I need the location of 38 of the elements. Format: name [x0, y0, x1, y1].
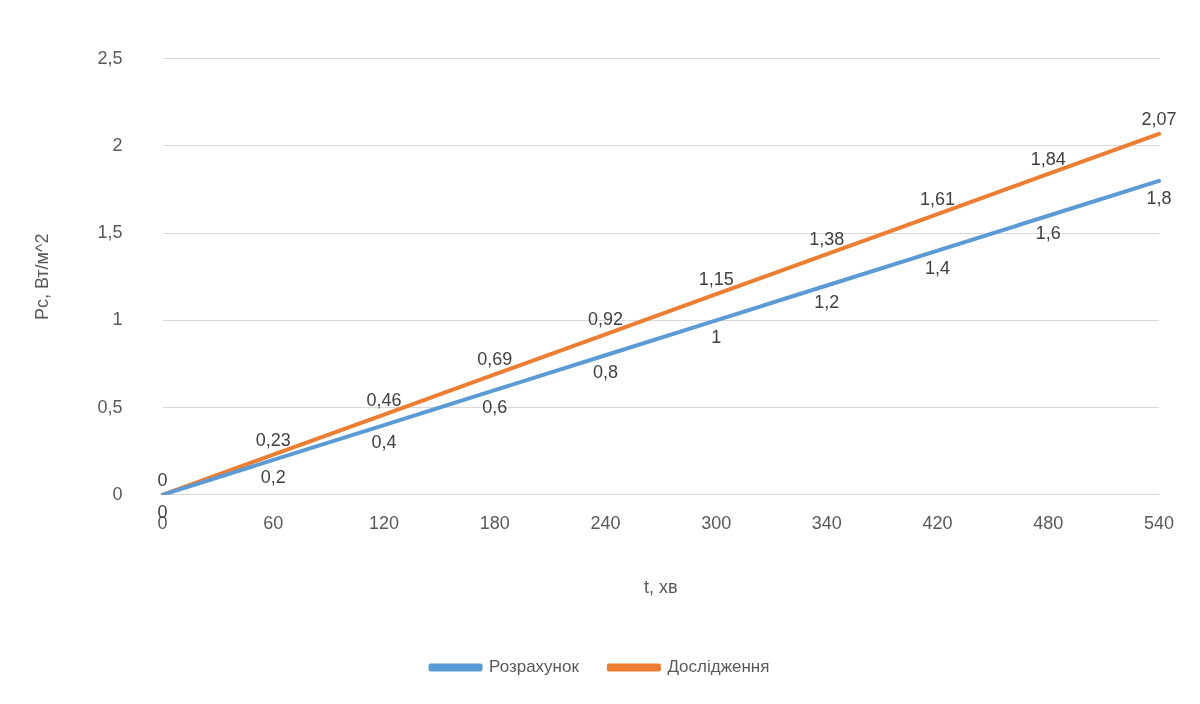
- x-tick-label: 180: [479, 512, 510, 533]
- x-tick-label: 540: [1143, 512, 1175, 533]
- data-label: 0,46: [366, 389, 402, 410]
- x-tick-label: 480: [1033, 512, 1064, 533]
- data-label: 1,38: [809, 229, 845, 250]
- data-label: 1,15: [698, 269, 734, 290]
- data-label: 0,92: [587, 309, 623, 330]
- y-axis-title: Pc, Вт/м^2: [31, 233, 52, 321]
- y-tick-label: 0: [112, 483, 123, 504]
- data-label: 1,8: [1146, 187, 1172, 208]
- data-label: 1,84: [1030, 148, 1066, 169]
- x-tick-label: 60: [263, 512, 284, 533]
- data-label: 0,23: [255, 429, 291, 450]
- y-tick-label: 2: [112, 134, 123, 155]
- data-label: 0,4: [371, 432, 397, 453]
- data-label: 2,07: [1141, 108, 1177, 129]
- data-label: 1: [711, 327, 722, 348]
- y-tick-label: 0,5: [97, 396, 123, 417]
- data-label: 0,8: [592, 362, 618, 383]
- data-label: 1,61: [920, 188, 956, 209]
- x-axis-title: t, хв: [644, 577, 678, 598]
- x-tick-label: 300: [701, 512, 732, 533]
- y-tick-label: 2,5: [97, 47, 123, 68]
- legend-label: Розрахунок: [489, 657, 580, 677]
- data-label: 1,4: [925, 257, 951, 278]
- data-label: 1,2: [814, 292, 840, 313]
- x-tick-label: 120: [369, 512, 400, 533]
- legend-label: Дослідження: [667, 657, 770, 677]
- data-label: 0,6: [482, 397, 508, 418]
- x-tick-label: 240: [590, 512, 621, 533]
- y-tick-label: 1: [112, 309, 123, 330]
- data-label: 0,69: [477, 349, 513, 370]
- data-label: 1,6: [1035, 222, 1061, 243]
- x-tick-label: 340: [811, 512, 842, 533]
- x-tick-label: 420: [922, 512, 953, 533]
- data-label: 0: [157, 469, 168, 490]
- y-tick-label: 1,5: [97, 222, 123, 243]
- data-label: 0,2: [260, 466, 286, 487]
